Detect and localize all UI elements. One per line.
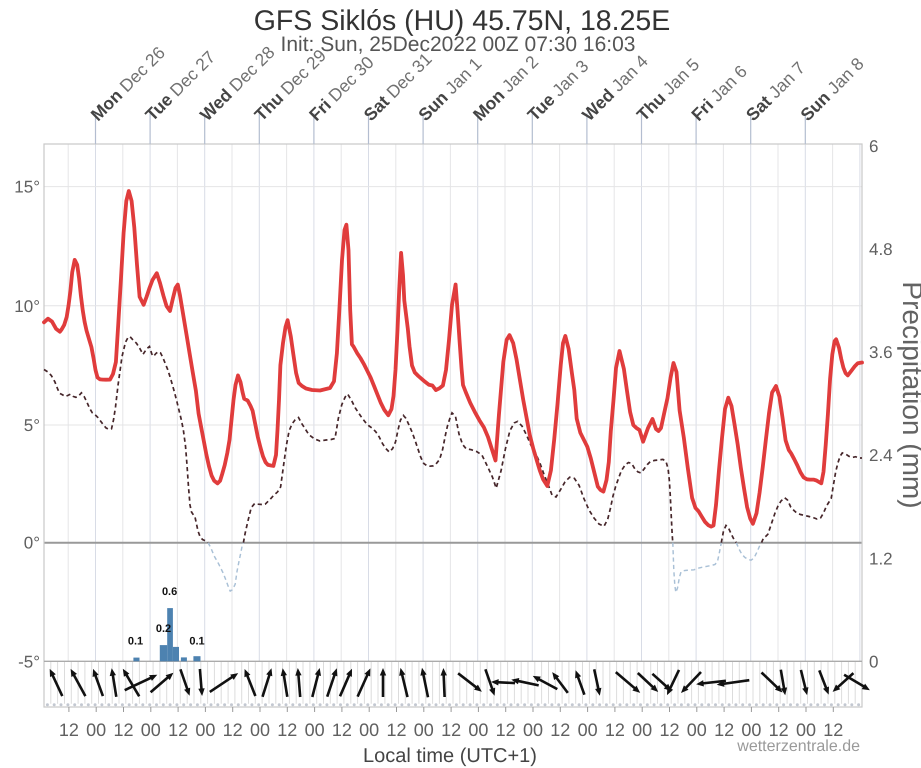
- svg-text:1.2: 1.2: [869, 549, 893, 568]
- svg-text:-5°: -5°: [18, 652, 40, 671]
- svg-text:12: 12: [113, 720, 133, 740]
- svg-text:00: 00: [523, 720, 543, 740]
- svg-text:12: 12: [59, 720, 79, 740]
- svg-text:00: 00: [796, 720, 816, 740]
- svg-text:00: 00: [687, 720, 707, 740]
- svg-text:00: 00: [305, 720, 325, 740]
- svg-text:2.4: 2.4: [869, 446, 893, 465]
- svg-text:10°: 10°: [14, 297, 40, 316]
- svg-text:12: 12: [550, 720, 570, 740]
- svg-text:00: 00: [468, 720, 488, 740]
- svg-text:12: 12: [714, 720, 734, 740]
- svg-text:00: 00: [578, 720, 598, 740]
- svg-text:12: 12: [223, 720, 243, 740]
- svg-text:00: 00: [141, 720, 161, 740]
- svg-text:12: 12: [496, 720, 516, 740]
- svg-text:0.2: 0.2: [156, 623, 171, 635]
- svg-text:00: 00: [250, 720, 270, 740]
- svg-text:0.1: 0.1: [189, 636, 204, 648]
- svg-text:00: 00: [195, 720, 215, 740]
- svg-text:0: 0: [869, 652, 878, 671]
- svg-text:6: 6: [869, 137, 878, 156]
- svg-text:12: 12: [605, 720, 625, 740]
- svg-text:12: 12: [386, 720, 406, 740]
- svg-text:12: 12: [277, 720, 297, 740]
- svg-text:Precipitation (mm): Precipitation (mm): [897, 281, 921, 508]
- svg-text:GFS Siklós (HU) 45.75N, 18.25E: GFS Siklós (HU) 45.75N, 18.25E: [254, 5, 671, 37]
- svg-text:12: 12: [823, 720, 843, 740]
- svg-text:15°: 15°: [14, 178, 40, 197]
- svg-text:12: 12: [332, 720, 352, 740]
- svg-text:Local time (UTC+1): Local time (UTC+1): [363, 745, 537, 767]
- svg-text:12: 12: [441, 720, 461, 740]
- svg-text:0.1: 0.1: [128, 636, 143, 648]
- svg-text:00: 00: [741, 720, 761, 740]
- svg-text:Init: Sun, 25Dec2022 00Z 07:30: Init: Sun, 25Dec2022 00Z 07:30 16:03: [281, 33, 636, 56]
- svg-text:0.6: 0.6: [162, 586, 177, 598]
- svg-text:12: 12: [168, 720, 188, 740]
- svg-text:00: 00: [86, 720, 106, 740]
- svg-text:12: 12: [659, 720, 679, 740]
- svg-text:0°: 0°: [24, 534, 40, 553]
- svg-text:3.6: 3.6: [869, 343, 893, 362]
- svg-text:12: 12: [769, 720, 789, 740]
- svg-text:wetterzentrale.de: wetterzentrale.de: [736, 738, 860, 755]
- svg-text:00: 00: [359, 720, 379, 740]
- svg-text:4.8: 4.8: [869, 240, 893, 259]
- svg-text:5°: 5°: [24, 416, 40, 435]
- svg-text:00: 00: [414, 720, 434, 740]
- svg-text:00: 00: [632, 720, 652, 740]
